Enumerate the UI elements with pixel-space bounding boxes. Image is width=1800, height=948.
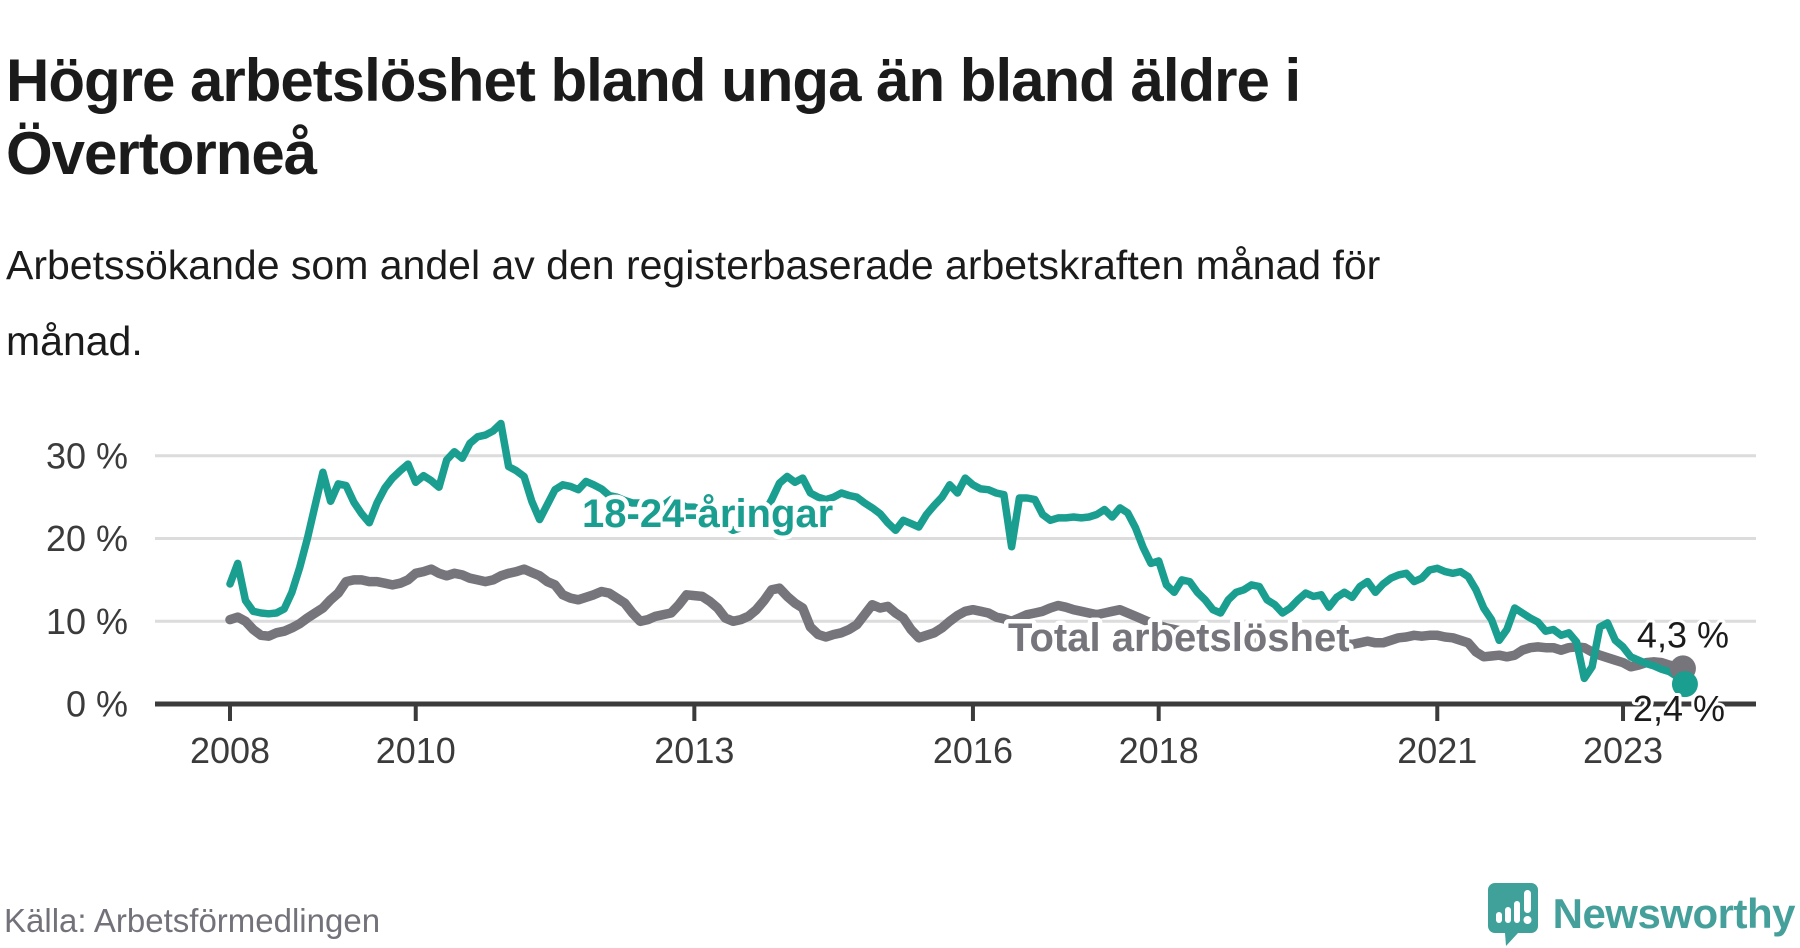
subtitle-line-2: månad. — [6, 318, 143, 364]
x-tick-label: 2016 — [933, 730, 1013, 771]
x-tick-label: 2021 — [1397, 730, 1477, 771]
subtitle-line-1: Arbetssökande som andel av den registerb… — [6, 242, 1381, 288]
youth-unemployment-line — [226, 419, 1689, 688]
total-end-value-label: 4,3 % — [1637, 614, 1729, 655]
y-tick-label: 30 % — [46, 435, 128, 476]
x-tick-label: 2013 — [654, 730, 734, 771]
chart-subtitle: Arbetssökande som andel av den registerb… — [6, 227, 1506, 379]
source-note: Källa: Arbetsförmedlingen — [4, 902, 381, 939]
newsworthy-icon — [1487, 883, 1538, 946]
newsworthy-logo: Newsworthy — [1487, 882, 1796, 946]
x-axis-labels: 2008 2010 2013 2016 2018 2021 2023 — [190, 730, 1663, 771]
youth-end-value-label: 2,4 % — [1633, 688, 1725, 729]
youth-end-dot — [1671, 671, 1698, 698]
x-tick-label: 2010 — [376, 730, 456, 771]
youth-series-label: 18-24-åringar — [582, 492, 833, 536]
total-unemployment-line — [225, 564, 1690, 674]
newsworthy-wordmark: Newsworthy — [1552, 890, 1796, 937]
x-tick-label: 2018 — [1119, 730, 1199, 771]
title-line-2: Övertorneå — [6, 120, 317, 188]
total-series-label: Total arbetslöshet — [1008, 616, 1350, 660]
page-title: Högre arbetslöshet bland unga än bland ä… — [6, 44, 1726, 190]
y-tick-label: 10 % — [46, 601, 128, 642]
title-line-1: Högre arbetslöshet bland unga än bland ä… — [6, 47, 1301, 115]
y-tick-label: 0 % — [66, 684, 128, 725]
y-axis-labels: 0 % 10 % 20 % 30 % — [46, 435, 128, 724]
x-tick-label: 2008 — [190, 730, 270, 771]
x-tick-label: 2023 — [1583, 730, 1663, 771]
y-tick-label: 20 % — [46, 518, 128, 559]
x-axis-ticks — [228, 706, 1626, 721]
